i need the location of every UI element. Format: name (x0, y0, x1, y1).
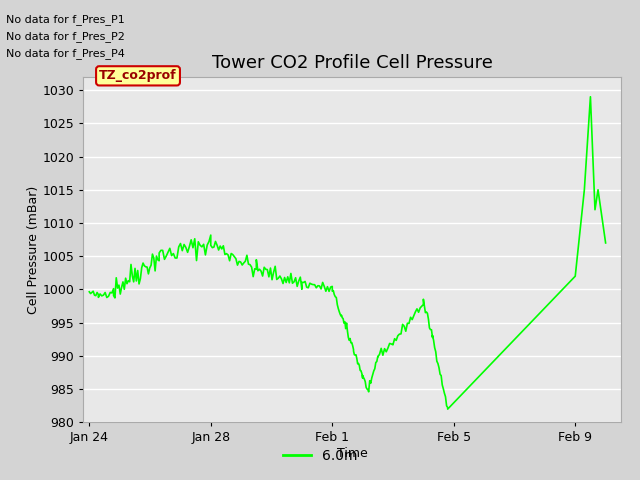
Text: TZ_co2prof: TZ_co2prof (99, 69, 177, 83)
Legend: 6.0m: 6.0m (277, 443, 363, 468)
X-axis label: Time: Time (337, 447, 367, 460)
Text: No data for f_Pres_P2: No data for f_Pres_P2 (6, 31, 125, 42)
Text: No data for f_Pres_P4: No data for f_Pres_P4 (6, 48, 125, 59)
Y-axis label: Cell Pressure (mBar): Cell Pressure (mBar) (26, 185, 40, 314)
Text: No data for f_Pres_P1: No data for f_Pres_P1 (6, 14, 125, 25)
Title: Tower CO2 Profile Cell Pressure: Tower CO2 Profile Cell Pressure (212, 54, 492, 72)
